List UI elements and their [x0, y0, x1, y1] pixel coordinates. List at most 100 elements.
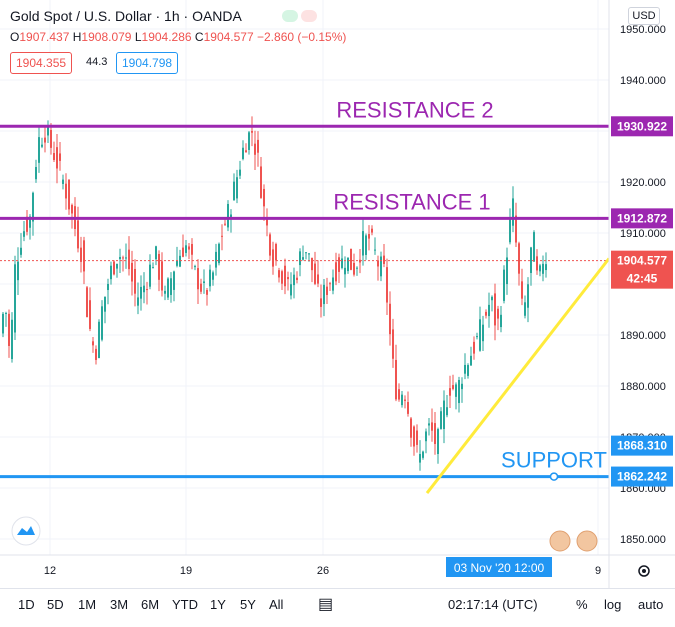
buy-price-button[interactable]: 1904.798: [116, 52, 179, 74]
candle-body: [287, 277, 289, 280]
level-price-tag-bg: [611, 466, 673, 487]
date-range-icon[interactable]: ▤: [318, 596, 334, 613]
candle-body: [497, 308, 499, 319]
level-price-tag: 1912.872: [617, 211, 667, 225]
range-5y-button[interactable]: 5Y: [240, 597, 256, 612]
candle-body: [77, 220, 79, 249]
candle-body: [434, 423, 436, 445]
candle-body: [395, 359, 397, 400]
auto-toggle[interactable]: auto: [638, 597, 664, 612]
candle-body: [50, 130, 52, 148]
candle-body: [368, 234, 370, 239]
settings-icon[interactable]: [638, 565, 650, 577]
candle-body: [308, 253, 310, 255]
svg-text:03 Nov '20 12:00: 03 Nov '20 12:00: [454, 561, 545, 575]
market-status-icon: [282, 10, 298, 22]
candle-body: [494, 293, 496, 326]
candle-body: [338, 257, 340, 272]
candle-body: [212, 272, 214, 280]
candle-body: [2, 313, 4, 334]
candle-body: [512, 198, 514, 226]
candle-body: [71, 204, 73, 214]
candle-body: [173, 271, 175, 290]
candle-body: [335, 262, 337, 282]
candle-body: [59, 153, 61, 161]
candle-body: [281, 271, 283, 284]
candle-body: [167, 278, 169, 298]
candle-body: [41, 144, 43, 147]
candle-body: [128, 249, 130, 270]
candle-body: [197, 268, 199, 290]
candle-body: [179, 255, 181, 267]
log-toggle[interactable]: log: [604, 597, 622, 612]
candle-body: [542, 263, 544, 274]
candle-body: [248, 132, 250, 150]
candle-body: [323, 284, 325, 305]
candle-body: [284, 265, 286, 287]
ohlc-change: −2.860 (−0.15%): [257, 30, 347, 44]
time-tick-label: 26: [317, 565, 329, 577]
range-1y-button[interactable]: 1Y: [210, 597, 226, 612]
ohlc-open: 1907.437: [19, 30, 70, 44]
candle-body: [503, 269, 505, 301]
currency-button[interactable]: USD: [628, 7, 660, 25]
candle-body: [110, 265, 112, 280]
level-price-tag: 1862.242: [617, 470, 667, 484]
candle-body: [95, 348, 97, 360]
ohlc-close: 1904.577: [203, 30, 254, 44]
candle-body: [65, 183, 67, 199]
candle-body: [236, 177, 238, 199]
level-label: SUPPORT: [501, 448, 607, 473]
candle-body: [152, 267, 154, 269]
ohlc-close-key: C: [194, 30, 204, 44]
candle-body: [206, 289, 208, 295]
ohlc-low-key: L: [134, 30, 142, 44]
candle-body: [122, 257, 124, 259]
range-3m-button[interactable]: 3M: [110, 597, 129, 612]
candle-body: [428, 423, 430, 426]
candle-body: [479, 319, 481, 351]
time-tick-label: 9: [595, 565, 601, 577]
candle-body: [410, 418, 412, 438]
candle-body: [422, 451, 424, 458]
candle-body: [500, 314, 502, 328]
candle-body: [68, 179, 70, 210]
candle-body: [341, 258, 343, 268]
alerts-icon[interactable]: [301, 10, 317, 22]
ohlc-open-key: O: [10, 30, 20, 44]
price-tick-label: 1890.000: [620, 330, 666, 342]
candle-body: [278, 270, 280, 278]
candle-body: [239, 169, 241, 176]
candle-body: [347, 257, 349, 272]
candle-body: [182, 247, 184, 257]
symbol-title[interactable]: Gold Spot / U.S. Dollar · 1h · OANDA: [10, 8, 242, 24]
tradingview-logo[interactable]: [11, 516, 41, 546]
candle-body: [272, 249, 274, 267]
candle-body: [488, 304, 490, 317]
candle-body: [509, 218, 511, 243]
price-tags: 1930.922 1912.872 1862.242 1868.310 1904.577…: [611, 116, 673, 487]
candle-body: [377, 260, 379, 267]
chart-grid: [0, 0, 609, 555]
level-price-tag-bg: [611, 208, 673, 229]
percent-toggle[interactable]: %: [576, 597, 588, 612]
clock-time[interactable]: 02:17:14 (UTC): [448, 597, 538, 612]
crosshair-time-label: 03 Nov '20 12:00: [446, 557, 552, 577]
candle-body: [440, 411, 442, 429]
range-1m-button[interactable]: 1M: [78, 597, 97, 612]
candle-body: [131, 262, 133, 282]
candle-body: [269, 234, 271, 256]
candle-body: [140, 286, 142, 299]
range-1d-button[interactable]: 1D: [18, 597, 35, 612]
candle-body: [530, 247, 532, 273]
range-ytd-button[interactable]: YTD: [172, 597, 198, 612]
sell-price-button[interactable]: 1904.355: [10, 52, 73, 74]
range-5d-button[interactable]: 5D: [47, 597, 64, 612]
range-6m-button[interactable]: 6M: [141, 597, 160, 612]
candle-body: [53, 153, 55, 160]
candle-body: [107, 283, 109, 291]
candle-body: [515, 215, 517, 243]
candle-body: [137, 297, 139, 306]
range-all-button[interactable]: All: [269, 597, 284, 612]
